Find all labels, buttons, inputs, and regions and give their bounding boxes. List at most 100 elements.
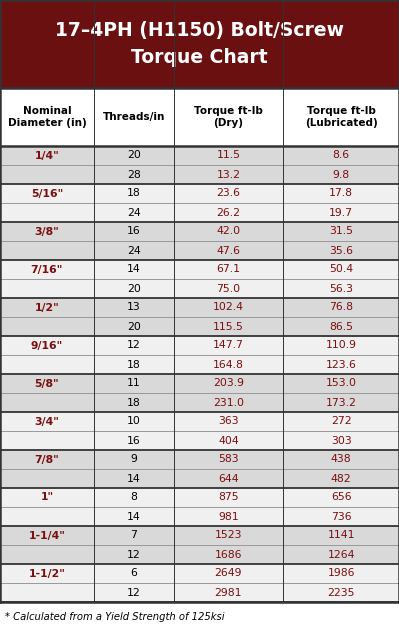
Text: 13.2: 13.2 <box>216 169 241 179</box>
Text: 1986: 1986 <box>328 569 355 578</box>
Bar <box>0 298 399 317</box>
Bar <box>0 222 399 241</box>
Text: 1": 1" <box>40 492 53 502</box>
Text: 12: 12 <box>127 341 140 351</box>
Bar <box>0 355 399 374</box>
Bar <box>0 260 399 279</box>
Text: Torque ft-lb
(Dry): Torque ft-lb (Dry) <box>194 106 263 128</box>
Bar <box>0 412 399 431</box>
Text: 19.7: 19.7 <box>329 207 353 217</box>
Text: 1264: 1264 <box>328 549 355 559</box>
Text: 6: 6 <box>130 569 137 578</box>
Bar <box>0 203 399 222</box>
Bar <box>0 393 399 412</box>
Text: 7: 7 <box>130 530 137 540</box>
Text: 20: 20 <box>127 284 140 293</box>
Text: 231.0: 231.0 <box>213 398 244 408</box>
Text: 11: 11 <box>127 379 140 389</box>
Bar <box>0 545 399 564</box>
Bar <box>0 450 399 469</box>
Text: 18: 18 <box>127 398 140 408</box>
Bar <box>0 488 399 507</box>
Bar <box>0 431 399 450</box>
Text: 9/16": 9/16" <box>31 341 63 351</box>
Text: 75.0: 75.0 <box>216 284 241 293</box>
Text: 2981: 2981 <box>215 588 242 597</box>
Text: 1-1/4": 1-1/4" <box>28 530 65 540</box>
Bar <box>0 241 399 260</box>
Text: 7/16": 7/16" <box>31 265 63 274</box>
Text: 2235: 2235 <box>328 588 355 597</box>
Text: Torque ft-lb
(Lubricated): Torque ft-lb (Lubricated) <box>305 106 377 128</box>
Bar <box>0 336 399 355</box>
Text: 8.6: 8.6 <box>333 150 350 161</box>
Text: 1/2": 1/2" <box>34 303 59 312</box>
Text: 14: 14 <box>127 473 140 483</box>
Text: * Calculated from a Yield Strength of 125ksi: * Calculated from a Yield Strength of 12… <box>5 612 225 622</box>
Text: 12: 12 <box>127 588 140 597</box>
Text: 1686: 1686 <box>215 549 242 559</box>
Text: 736: 736 <box>331 511 352 521</box>
Text: 17.8: 17.8 <box>329 188 353 198</box>
Text: 5/8": 5/8" <box>35 379 59 389</box>
Text: 67.1: 67.1 <box>216 265 241 274</box>
Text: 147.7: 147.7 <box>213 341 244 351</box>
Text: 875: 875 <box>218 492 239 502</box>
Bar <box>0 374 399 393</box>
Text: 11.5: 11.5 <box>216 150 241 161</box>
Bar <box>0 165 399 184</box>
Text: 981: 981 <box>218 511 239 521</box>
Text: 2649: 2649 <box>215 569 242 578</box>
Text: 9.8: 9.8 <box>333 169 350 179</box>
Bar <box>0 279 399 298</box>
Text: 26.2: 26.2 <box>216 207 241 217</box>
Text: 12: 12 <box>127 549 140 559</box>
Text: 8: 8 <box>130 492 137 502</box>
Text: 583: 583 <box>218 454 239 465</box>
Text: 17–4PH (H1150) Bolt/Screw
Torque Chart: 17–4PH (H1150) Bolt/Screw Torque Chart <box>55 21 344 67</box>
Text: 164.8: 164.8 <box>213 360 244 370</box>
Text: 7/8": 7/8" <box>34 454 59 465</box>
Text: 123.6: 123.6 <box>326 360 357 370</box>
Text: 404: 404 <box>218 435 239 446</box>
Text: 363: 363 <box>218 416 239 427</box>
Bar <box>0 184 399 203</box>
Text: 5/16": 5/16" <box>31 188 63 198</box>
Text: Nominal
Diameter (in): Nominal Diameter (in) <box>8 106 86 128</box>
Bar <box>0 583 399 602</box>
Bar <box>0 507 399 526</box>
Text: 438: 438 <box>331 454 352 465</box>
Text: 86.5: 86.5 <box>329 322 353 332</box>
Text: 47.6: 47.6 <box>216 245 241 255</box>
Bar <box>0 146 399 165</box>
Text: 28: 28 <box>127 169 140 179</box>
Text: Threads/in: Threads/in <box>103 112 165 122</box>
Text: 20: 20 <box>127 150 140 161</box>
Bar <box>0 0 399 88</box>
Text: 76.8: 76.8 <box>329 303 353 312</box>
Text: 10: 10 <box>127 416 140 427</box>
Text: 102.4: 102.4 <box>213 303 244 312</box>
Text: 9: 9 <box>130 454 137 465</box>
Text: 1141: 1141 <box>328 530 355 540</box>
Text: 1/4": 1/4" <box>34 150 59 161</box>
Text: 50.4: 50.4 <box>329 265 353 274</box>
Text: 56.3: 56.3 <box>329 284 353 293</box>
Text: 24: 24 <box>127 245 140 255</box>
Text: 14: 14 <box>127 511 140 521</box>
Text: 173.2: 173.2 <box>326 398 357 408</box>
Text: 1-1/2": 1-1/2" <box>28 569 65 578</box>
Bar <box>0 526 399 545</box>
Text: 23.6: 23.6 <box>216 188 241 198</box>
Text: 18: 18 <box>127 360 140 370</box>
Bar <box>0 317 399 336</box>
Text: 203.9: 203.9 <box>213 379 244 389</box>
Text: 303: 303 <box>331 435 352 446</box>
Bar <box>0 469 399 488</box>
Text: 16: 16 <box>127 226 140 236</box>
Text: 3/8": 3/8" <box>34 226 59 236</box>
Text: 656: 656 <box>331 492 352 502</box>
Text: 18: 18 <box>127 188 140 198</box>
Text: 35.6: 35.6 <box>329 245 353 255</box>
Text: 42.0: 42.0 <box>216 226 241 236</box>
